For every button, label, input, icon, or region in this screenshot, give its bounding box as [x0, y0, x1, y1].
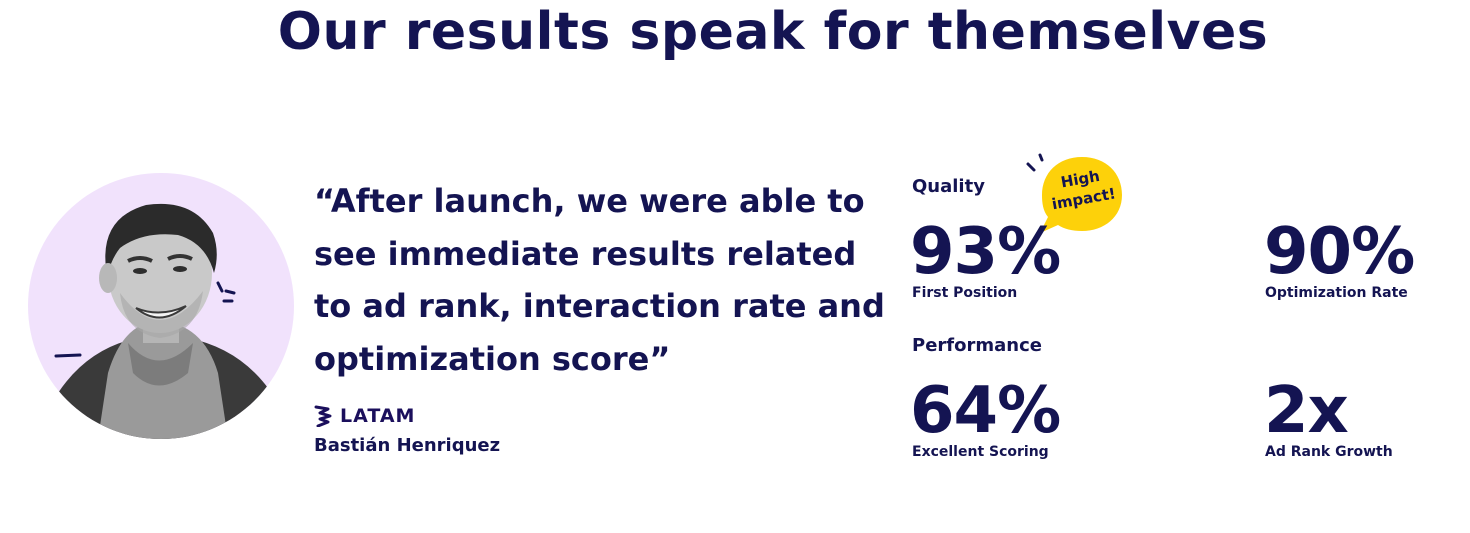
stat-caption-excellent-scoring: Excellent Scoring [912, 444, 1049, 460]
person-photo [48, 203, 278, 439]
high-impact-badge: High impact! [1038, 155, 1124, 241]
stat-caption-ad-rank-growth: Ad Rank Growth [1265, 444, 1393, 460]
stat-caption-first-position: First Position [912, 285, 1018, 301]
stat-caption-optimization-rate: Optimization Rate [1265, 285, 1408, 301]
sparkle-icon [1024, 152, 1054, 186]
avatar [28, 173, 294, 439]
stat-value-ad-rank-growth: 2x [1264, 374, 1349, 448]
performance-label: Performance [912, 335, 1042, 356]
author-name: Bastián Henriquez [314, 435, 501, 456]
stat-value-first-position: 93% [910, 215, 1061, 289]
speech-bubble-icon [1040, 157, 1122, 233]
page-title: Our results speak for themselves [277, 2, 1269, 62]
quality-label: Quality [912, 176, 985, 197]
company-logo: LATAM [314, 404, 415, 428]
latam-logo-icon [314, 405, 332, 427]
testimonial-quote: “After launch, we were able to see immed… [314, 182, 885, 378]
stat-value-excellent-scoring: 64% [910, 374, 1061, 448]
stat-value-optimization-rate: 90% [1264, 215, 1415, 289]
company-logo-text: LATAM [340, 405, 416, 427]
